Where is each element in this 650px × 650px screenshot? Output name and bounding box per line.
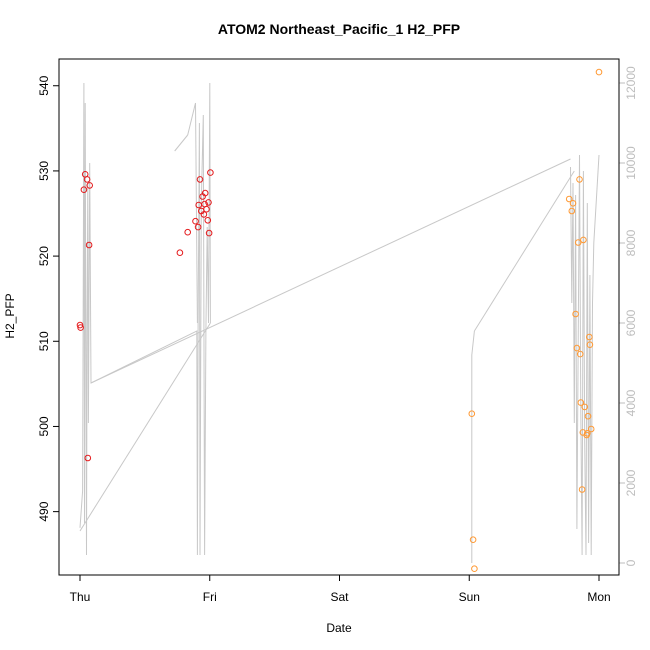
plot-frame bbox=[58, 58, 620, 576]
altitude-segment-2 bbox=[90, 158, 571, 384]
y2-tick-label: 12000 bbox=[624, 66, 638, 100]
series2-point bbox=[580, 236, 587, 244]
series2-point bbox=[574, 239, 582, 246]
y-axis-label: H2_PFP bbox=[3, 293, 17, 338]
series2-point bbox=[572, 310, 579, 318]
altitude-segment-5 bbox=[174, 134, 189, 152]
series2-point bbox=[573, 344, 581, 352]
series2-point bbox=[471, 565, 478, 573]
data-points bbox=[76, 68, 603, 573]
altitude-series bbox=[79, 82, 600, 563]
series1-point bbox=[85, 241, 93, 249]
series2-point bbox=[584, 430, 591, 437]
series2-point bbox=[568, 207, 576, 215]
y2-tick-label: 8000 bbox=[624, 229, 638, 256]
series2-point bbox=[595, 68, 603, 76]
series1-point bbox=[84, 454, 92, 462]
series2-point bbox=[587, 425, 595, 433]
series1-point bbox=[205, 229, 213, 237]
x-axis: Thu Fri Sat Sun Mon bbox=[70, 575, 611, 604]
series2-point bbox=[581, 403, 589, 411]
y-axis-right: 0 2000 4000 6000 8000 10000 12000 bbox=[619, 66, 638, 566]
series2-point bbox=[576, 176, 583, 183]
series1-point bbox=[176, 249, 184, 256]
x-tick-label: Sun bbox=[459, 590, 480, 604]
altitude-line-2 bbox=[570, 154, 600, 556]
chart-title: ATOM2 Northeast_Pacific_1 H2_PFP bbox=[218, 21, 460, 37]
y2-tick-label: 10000 bbox=[624, 146, 638, 180]
series2-point bbox=[565, 195, 573, 203]
series1-point bbox=[76, 321, 84, 329]
y-tick-label: 490 bbox=[37, 501, 51, 521]
x-tick-label: Thu bbox=[70, 590, 91, 604]
x-axis-label: Date bbox=[326, 621, 352, 635]
y-axis-left: 490 500 510 520 530 540 bbox=[37, 75, 59, 522]
series2-point bbox=[469, 536, 477, 544]
y2-tick-label: 0 bbox=[624, 559, 638, 566]
altitude-segment-3 bbox=[471, 330, 475, 356]
altitude-segment-7 bbox=[195, 102, 198, 324]
series1-point bbox=[86, 182, 93, 189]
series1-point bbox=[184, 228, 191, 236]
y2-tick-label: 2000 bbox=[624, 469, 638, 496]
series1-point bbox=[192, 217, 199, 225]
series2-point bbox=[586, 333, 593, 341]
series2-point bbox=[586, 341, 594, 349]
series1-point bbox=[203, 205, 210, 213]
series1-point bbox=[83, 176, 91, 183]
series2-point bbox=[576, 350, 584, 358]
y-tick-label: 510 bbox=[37, 331, 51, 351]
series1-point bbox=[77, 324, 84, 331]
series1-point bbox=[205, 199, 212, 206]
y-tick-label: 540 bbox=[37, 75, 51, 95]
series2-point bbox=[577, 399, 585, 406]
y-tick-label: 530 bbox=[37, 161, 51, 181]
series1-point bbox=[196, 176, 204, 183]
altitude-segment-6 bbox=[187, 102, 196, 136]
altitude-segment-1 bbox=[79, 322, 211, 532]
y2-tick-label: 6000 bbox=[624, 309, 638, 336]
y-tick-label: 500 bbox=[37, 416, 51, 436]
series2-point bbox=[578, 486, 586, 493]
series2-point bbox=[468, 410, 476, 418]
series1-point bbox=[194, 223, 202, 231]
series1-point bbox=[204, 217, 212, 224]
series1-point bbox=[80, 186, 88, 193]
altitude-segment-4 bbox=[473, 170, 575, 332]
series1-point bbox=[200, 211, 208, 218]
series2-point bbox=[584, 412, 592, 420]
y2-tick-label: 4000 bbox=[624, 389, 638, 416]
x-tick-label: Mon bbox=[587, 590, 610, 604]
x-tick-label: Fri bbox=[203, 590, 217, 604]
series2-point bbox=[569, 200, 577, 207]
series1-point bbox=[201, 189, 209, 197]
x-tick-label: Sat bbox=[330, 590, 349, 604]
y-tick-label: 520 bbox=[37, 246, 51, 266]
series1-point bbox=[207, 169, 214, 176]
altitude-line-1 bbox=[79, 82, 211, 556]
